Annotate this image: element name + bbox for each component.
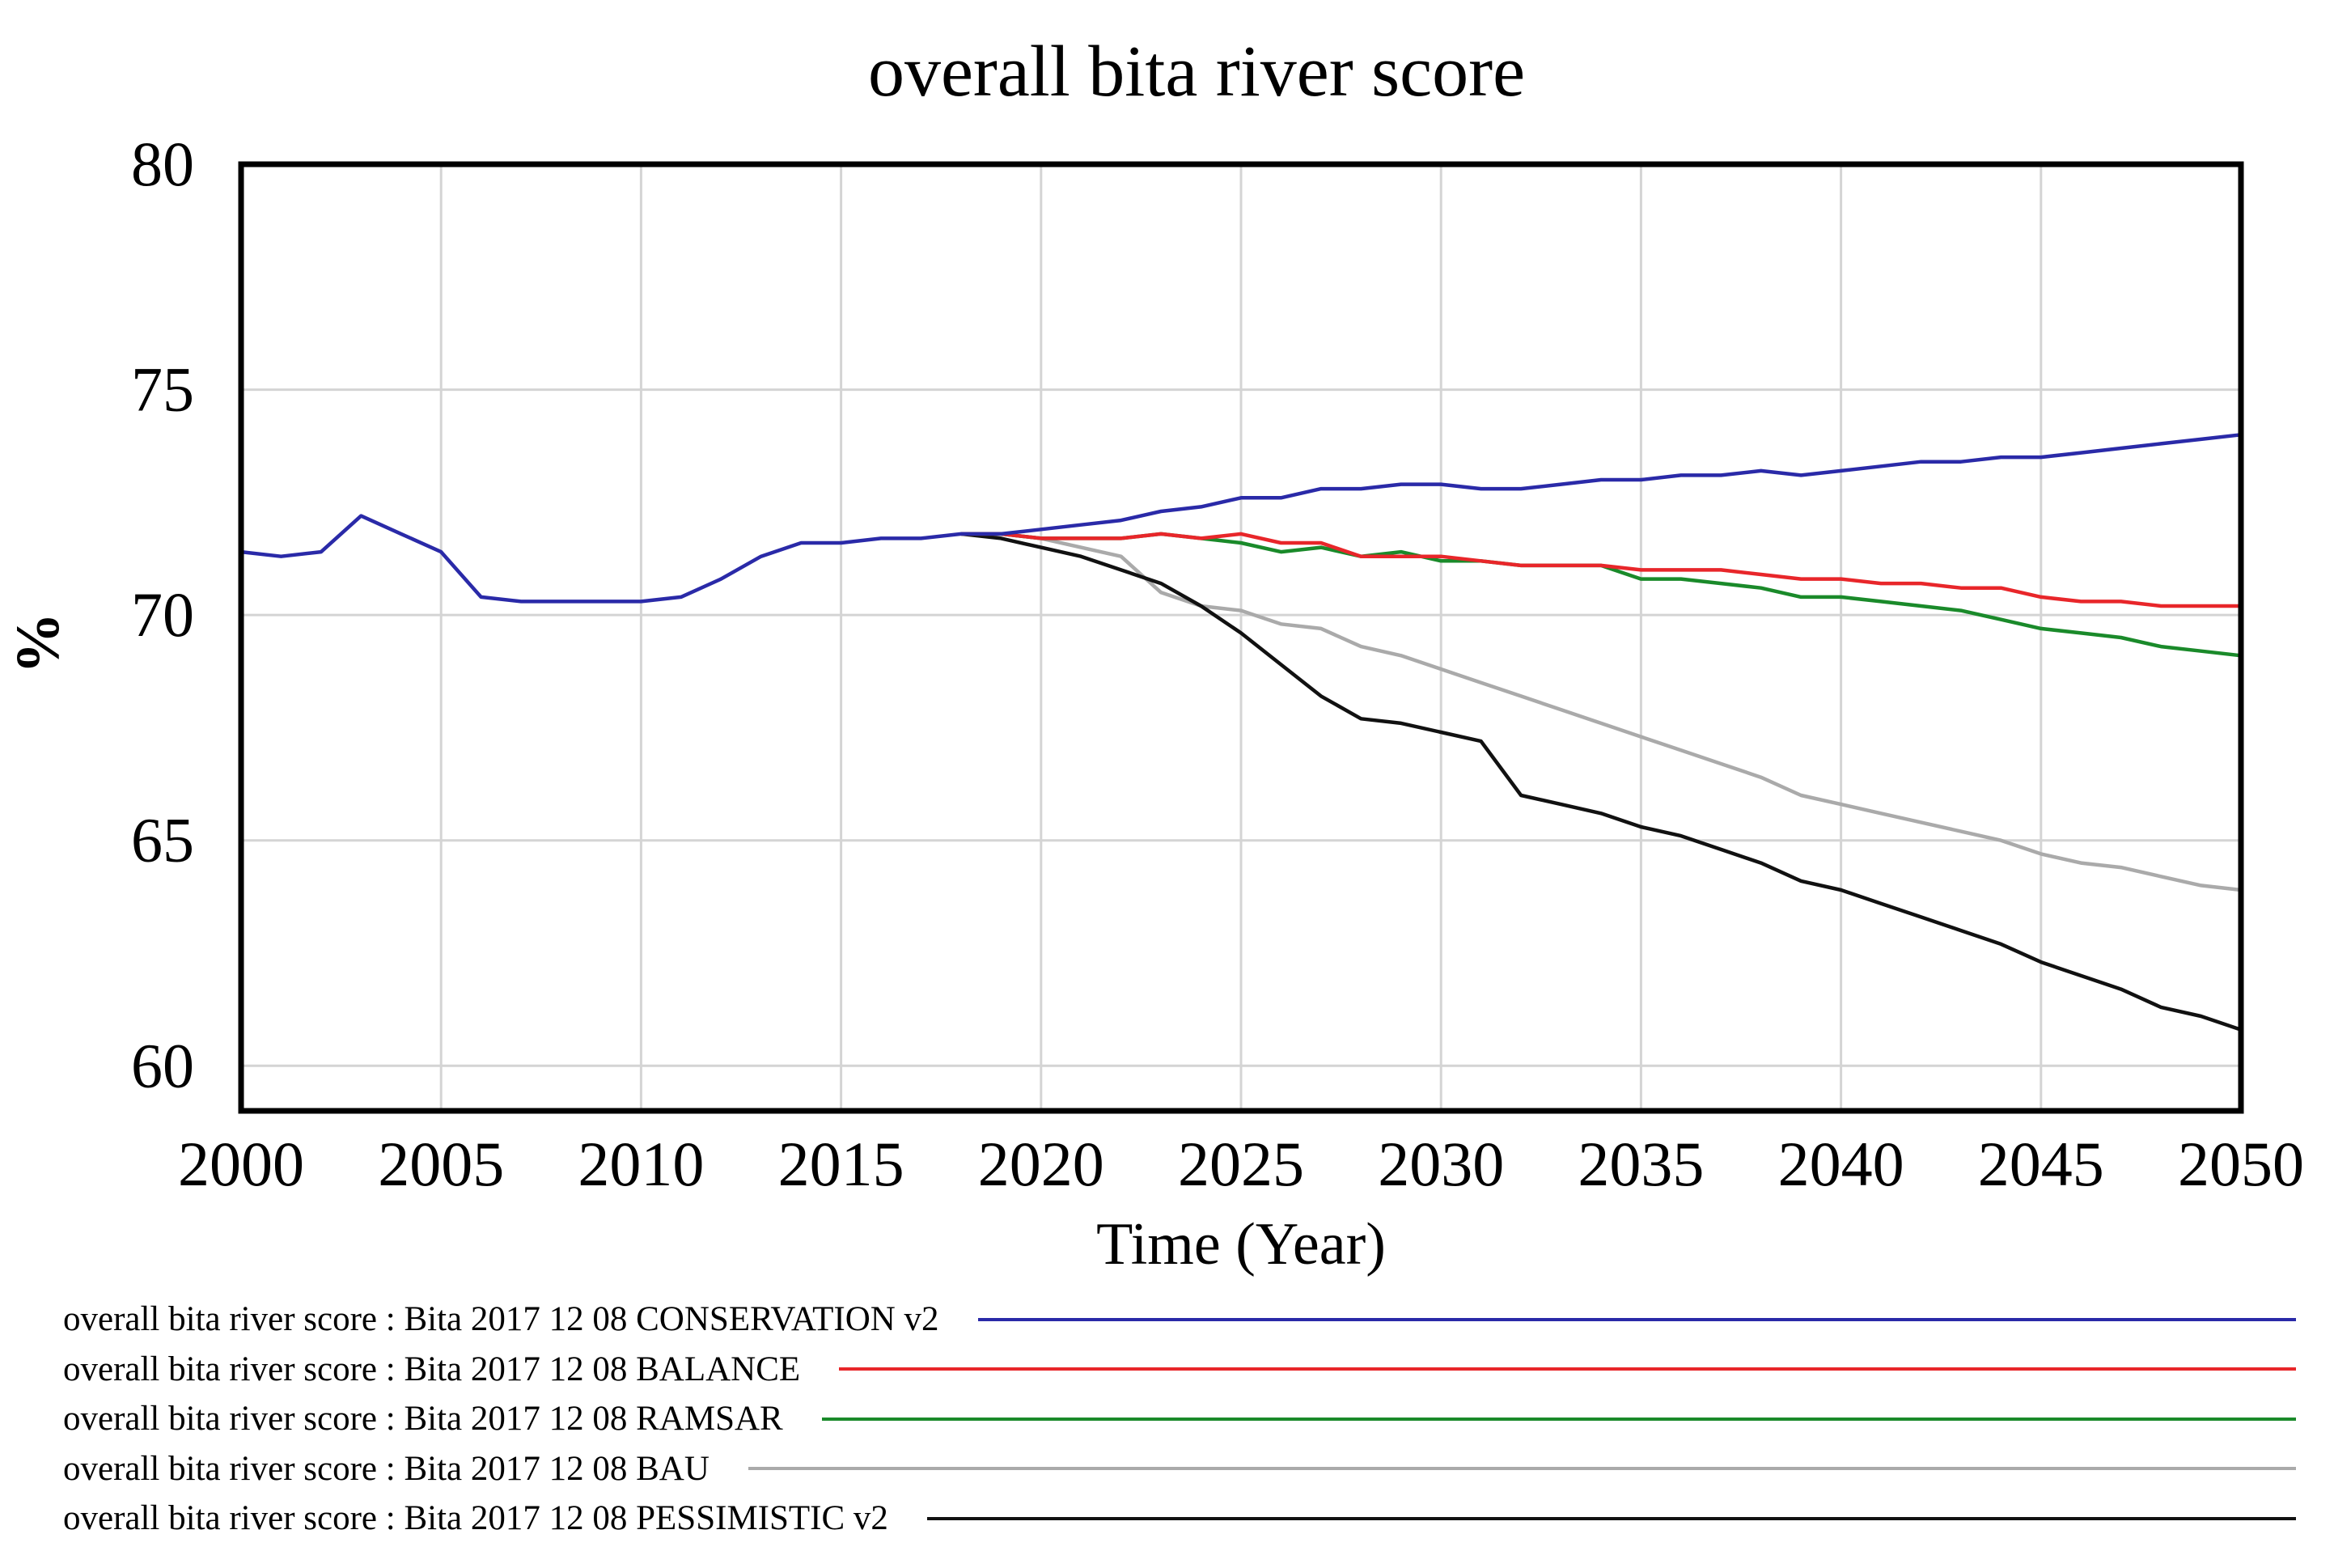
x-tick-label: 2030 [1378, 1129, 1504, 1199]
y-tick-label: 65 [131, 805, 194, 875]
x-tick-label: 2040 [1778, 1129, 1904, 1199]
legend-item: overall bita river score : Bita 2017 12 … [63, 1494, 2296, 1544]
x-tick-label: 2020 [978, 1129, 1104, 1199]
legend-swatch [839, 1367, 2296, 1371]
x-axis-label: Time (Year) [1096, 1211, 1386, 1278]
y-tick-label: 60 [131, 1030, 194, 1100]
y-tick-label: 70 [131, 579, 194, 650]
x-tick-label: 2005 [378, 1129, 504, 1199]
legend-label: overall bita river score : Bita 2017 12 … [63, 1499, 888, 1538]
legend-label: overall bita river score : Bita 2017 12 … [63, 1400, 783, 1439]
x-tick-label: 2000 [178, 1129, 304, 1199]
legend-label: overall bita river score : Bita 2017 12 … [63, 1300, 939, 1339]
legend-item: overall bita river score : Bita 2017 12 … [63, 1394, 2296, 1444]
chart-series-group [240, 433, 2242, 1032]
y-axis-label: % [4, 612, 72, 674]
legend-item: overall bita river score : Bita 2017 12 … [63, 1345, 2296, 1395]
line-chart: overall bita river score 80 75 70 65 60 2000… [4, 32, 2304, 1278]
legend-swatch [748, 1467, 2296, 1471]
series-line-conservation-v2 [240, 433, 2242, 604]
y-tick-label: 80 [131, 129, 194, 199]
x-tick-label: 2015 [778, 1129, 904, 1199]
plot-frame [238, 161, 2244, 1114]
chart-legend: overall bita river score : Bita 2017 12 … [63, 1295, 2296, 1544]
chart-grid [239, 163, 2243, 1111]
x-tick-label: 2025 [1178, 1129, 1304, 1199]
legend-item: overall bita river score : Bita 2017 12 … [63, 1444, 2296, 1494]
x-tick-label: 2050 [2178, 1129, 2304, 1199]
series-line-pessimistic-v2 [960, 532, 2242, 1032]
legend-label: overall bita river score : Bita 2017 12 … [63, 1350, 801, 1388]
legend-label: overall bita river score : Bita 2017 12 … [63, 1449, 710, 1488]
x-tick-label: 2010 [578, 1129, 704, 1199]
legend-swatch [926, 1516, 2296, 1520]
series-line-bau [960, 532, 2242, 892]
x-tick-labels: 2000 2005 2010 2015 2020 2025 2030 2035 2040 2045… [178, 1129, 2304, 1199]
series-line-ramsar [960, 532, 2242, 658]
legend-item: overall bita river score : Bita 2017 12 … [63, 1295, 2296, 1345]
chart-title: overall bita river score [868, 32, 1525, 112]
legend-swatch [977, 1317, 2296, 1321]
series-line-balance [960, 532, 2241, 608]
y-tick-labels: 80 75 70 65 60 [131, 129, 194, 1100]
x-tick-label: 2045 [1978, 1129, 2104, 1199]
x-tick-label: 2035 [1578, 1129, 1704, 1199]
y-tick-label: 75 [131, 354, 194, 425]
legend-swatch [821, 1417, 2296, 1421]
